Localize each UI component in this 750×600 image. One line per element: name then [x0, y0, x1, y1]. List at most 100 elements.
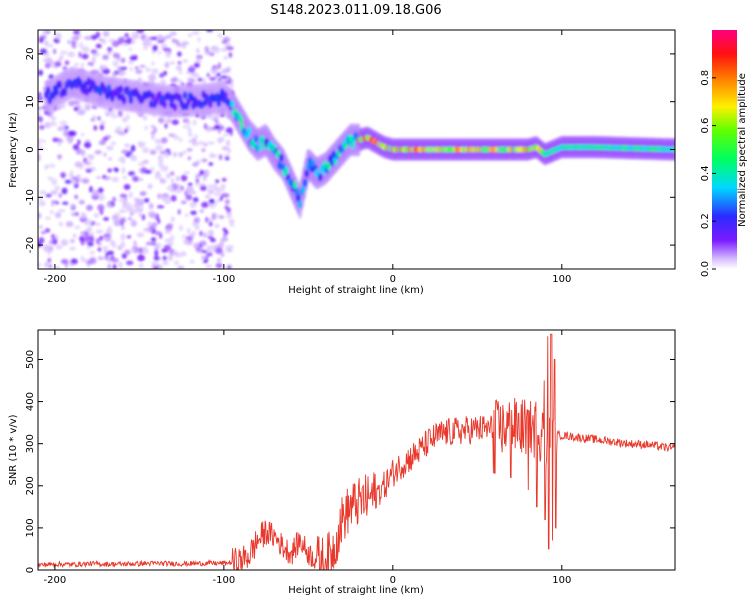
- noise-blob: [137, 254, 146, 262]
- noise-blob: [101, 174, 107, 180]
- noise-blob: [162, 260, 169, 266]
- noise-blob: [207, 141, 215, 145]
- noise-blob: [126, 37, 133, 42]
- noise-blob: [106, 250, 115, 256]
- snr-plot-area: [38, 330, 675, 570]
- noise-blob: [102, 30, 110, 37]
- noise-blob: [175, 175, 180, 182]
- noise-blob: [180, 251, 187, 257]
- noise-blob: [89, 186, 93, 193]
- ridge-core: [294, 187, 299, 196]
- noise-blob: [117, 130, 124, 135]
- noise-blob: [144, 125, 148, 131]
- noise-blob: [147, 183, 153, 190]
- noise-blob: [80, 62, 85, 69]
- noise-blob: [98, 241, 102, 246]
- colorbar-tick-label: 0.8: [700, 70, 711, 86]
- noise-blob: [225, 46, 234, 51]
- noise-blob: [104, 235, 112, 242]
- noise-blob: [170, 77, 177, 83]
- ridge-core: [150, 92, 156, 101]
- noise-blob: [76, 110, 85, 116]
- colorbar-tick-label: 0.6: [700, 118, 711, 134]
- noise-blob: [166, 185, 174, 191]
- ridge-core: [302, 178, 308, 187]
- ridge-core: [118, 85, 124, 94]
- noise-blob: [179, 137, 183, 143]
- y-tick-label: 0: [25, 146, 36, 152]
- noise-blob: [185, 186, 194, 193]
- colorbar-ticks: 0.0 0.2 0.4 0.6 0.8: [700, 70, 716, 277]
- noise-blob: [106, 145, 114, 151]
- noise-blob: [89, 257, 97, 265]
- noise-blob: [90, 35, 98, 40]
- ridge-core: [62, 88, 68, 97]
- noise-blob: [195, 58, 202, 64]
- noise-blob: [62, 201, 69, 205]
- noise-blob: [157, 40, 165, 44]
- noise-blob: [208, 221, 213, 227]
- noise-blob: [182, 59, 188, 63]
- noise-blob: [59, 120, 68, 126]
- x-tick-label: -200: [44, 274, 67, 285]
- noise-blob: [105, 175, 111, 181]
- ridge-core: [350, 141, 355, 150]
- noise-blob: [128, 59, 134, 65]
- noise-blob: [47, 257, 52, 263]
- noise-blob: [226, 139, 231, 147]
- noise-blob: [38, 142, 41, 147]
- x-tick-label: 100: [552, 575, 571, 586]
- noise-blob: [216, 199, 221, 203]
- noise-blob: [47, 176, 53, 180]
- noise-blob: [38, 125, 45, 130]
- noise-blob: [205, 171, 210, 176]
- noise-blob: [97, 256, 104, 261]
- noise-blob: [196, 54, 203, 60]
- noise-blob: [84, 141, 92, 149]
- noise-blob: [210, 237, 216, 243]
- noise-blob: [60, 172, 66, 178]
- colorbar-gradient: [712, 30, 737, 269]
- noise-blob: [220, 240, 224, 247]
- noise-blob: [185, 194, 193, 201]
- noise-blob: [207, 235, 214, 239]
- ridge-core: [279, 153, 284, 162]
- ridge-core: [57, 80, 63, 89]
- noise-blob: [205, 264, 213, 268]
- noise-blob: [197, 77, 203, 82]
- noise-blob: [74, 194, 79, 200]
- noise-blob: [154, 266, 159, 269]
- noise-blob: [139, 177, 143, 182]
- noise-blob: [128, 217, 132, 221]
- noise-blob: [154, 173, 162, 180]
- noise-blob: [155, 144, 163, 152]
- noise-blob: [217, 62, 222, 70]
- noise-blob: [214, 191, 222, 197]
- noise-blob: [86, 154, 95, 158]
- noise-blob: [143, 198, 150, 203]
- noise-blob: [223, 56, 228, 60]
- ridge-core: [301, 185, 306, 194]
- noise-blob: [119, 209, 125, 213]
- noise-blob: [222, 227, 227, 232]
- noise-blob: [99, 124, 105, 131]
- ridge-core: [181, 102, 186, 111]
- noise-blob: [169, 31, 177, 36]
- noise-blob: [189, 65, 194, 70]
- noise-blob: [173, 260, 180, 265]
- noise-blob: [129, 67, 134, 72]
- spectrogram-x-label: Height of straight line (km): [288, 285, 424, 296]
- noise-blob: [193, 73, 200, 79]
- noise-blob: [221, 178, 227, 182]
- noise-blob: [60, 50, 68, 55]
- noise-blob: [142, 248, 149, 255]
- snr-y-label: SNR (10 * v/v): [8, 414, 19, 485]
- noise-blob: [209, 189, 214, 195]
- noise-blob: [154, 231, 162, 236]
- spectrogram-marks: [38, 30, 675, 269]
- noise-blob: [192, 31, 200, 35]
- noise-blob: [216, 72, 221, 77]
- noise-blob: [77, 139, 81, 146]
- noise-blob: [219, 136, 225, 142]
